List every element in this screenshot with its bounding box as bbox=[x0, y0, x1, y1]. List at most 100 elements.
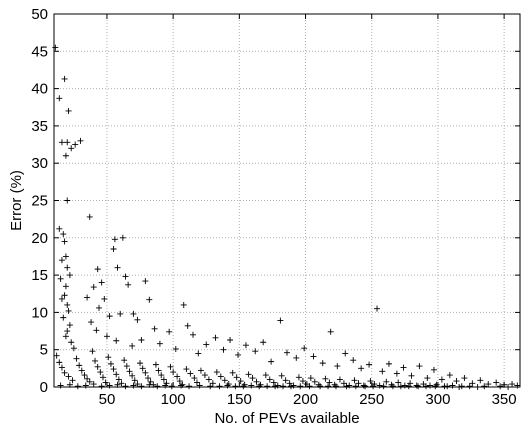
data-point bbox=[389, 383, 396, 390]
x-axis-label: No. of PEVs available bbox=[214, 410, 359, 427]
data-point bbox=[129, 342, 136, 349]
data-point bbox=[237, 378, 244, 385]
data-point bbox=[327, 328, 334, 335]
data-point bbox=[98, 383, 105, 390]
y-tick-label: 30 bbox=[31, 155, 48, 172]
data-point bbox=[62, 333, 69, 340]
data-point bbox=[64, 301, 71, 308]
data-point bbox=[122, 273, 129, 280]
data-point bbox=[352, 383, 359, 390]
data-point bbox=[110, 245, 117, 252]
data-point bbox=[272, 383, 279, 390]
data-point bbox=[61, 75, 68, 82]
data-point bbox=[183, 366, 190, 373]
data-point bbox=[56, 225, 63, 232]
data-point bbox=[274, 382, 281, 389]
data-point bbox=[395, 379, 402, 386]
data-point bbox=[284, 349, 290, 356]
data-point bbox=[111, 236, 118, 243]
data-point bbox=[78, 367, 85, 374]
data-point bbox=[380, 383, 387, 390]
data-point bbox=[270, 379, 277, 386]
data-point bbox=[77, 137, 84, 144]
data-point bbox=[103, 333, 110, 340]
data-point bbox=[509, 381, 516, 388]
data-point bbox=[355, 380, 362, 387]
data-point bbox=[66, 322, 73, 329]
data-point bbox=[113, 337, 120, 344]
data-point bbox=[144, 375, 151, 382]
data-point bbox=[343, 383, 350, 390]
data-point bbox=[203, 341, 210, 348]
data-point bbox=[245, 371, 252, 378]
data-point bbox=[65, 373, 72, 380]
data-point bbox=[221, 377, 228, 384]
data-point bbox=[180, 301, 187, 308]
data-point bbox=[209, 380, 216, 387]
data-point bbox=[416, 363, 423, 370]
data-point bbox=[138, 337, 145, 344]
data-point bbox=[256, 383, 263, 390]
data-point bbox=[195, 350, 202, 357]
data-point bbox=[98, 279, 105, 286]
data-point bbox=[190, 331, 197, 338]
y-axis-label: Error (%) bbox=[8, 170, 25, 231]
y-tick-label: 40 bbox=[31, 81, 48, 98]
data-point bbox=[102, 379, 109, 386]
ticks-layer: 50 100 150 200 250 300 350 0 5 10 15 20 25 30 35 40 45 50 bbox=[31, 6, 520, 408]
data-point bbox=[69, 377, 76, 384]
data-point bbox=[178, 382, 185, 389]
data-point bbox=[286, 380, 293, 387]
data-point bbox=[444, 383, 451, 390]
data-point bbox=[240, 383, 247, 390]
x-tick-label: 150 bbox=[227, 391, 252, 408]
data-point bbox=[56, 359, 63, 366]
data-point bbox=[264, 383, 271, 390]
points-layer bbox=[52, 44, 521, 390]
y-tick-label: 35 bbox=[31, 118, 48, 135]
data-point bbox=[84, 294, 91, 301]
data-point bbox=[326, 379, 333, 386]
data-point bbox=[60, 231, 67, 238]
data-point bbox=[205, 376, 212, 383]
data-point bbox=[53, 352, 60, 359]
data-point bbox=[172, 345, 179, 352]
data-point bbox=[393, 370, 400, 377]
data-point bbox=[115, 376, 122, 383]
x-tick-label: 200 bbox=[293, 391, 318, 408]
data-point bbox=[81, 372, 88, 379]
data-point bbox=[299, 378, 306, 385]
data-point bbox=[260, 339, 267, 346]
data-point bbox=[118, 380, 125, 387]
data-point bbox=[224, 382, 231, 389]
data-point bbox=[58, 257, 65, 264]
data-point bbox=[154, 383, 161, 390]
data-point bbox=[66, 272, 73, 279]
x-tick-label: 350 bbox=[492, 391, 517, 408]
data-point bbox=[62, 283, 69, 290]
data-point bbox=[213, 369, 220, 376]
y-tick-label: 50 bbox=[31, 6, 48, 23]
data-point bbox=[235, 351, 242, 358]
data-point bbox=[397, 383, 404, 390]
data-point bbox=[268, 358, 275, 365]
data-point bbox=[376, 382, 383, 389]
data-point bbox=[76, 362, 83, 369]
data-point bbox=[134, 381, 141, 388]
y-tick-label: 5 bbox=[40, 342, 48, 359]
data-point bbox=[485, 381, 492, 388]
data-point bbox=[277, 317, 284, 324]
data-point bbox=[191, 375, 198, 382]
data-point bbox=[126, 368, 133, 375]
data-point bbox=[493, 379, 500, 386]
data-point bbox=[346, 382, 353, 389]
data-point bbox=[319, 360, 326, 367]
data-point bbox=[282, 377, 289, 384]
data-point bbox=[187, 370, 194, 377]
data-point bbox=[432, 383, 439, 390]
data-point bbox=[340, 380, 347, 387]
data-point bbox=[134, 316, 141, 323]
y-tick-label: 25 bbox=[31, 193, 48, 210]
data-point bbox=[374, 305, 381, 312]
data-point bbox=[101, 295, 108, 302]
